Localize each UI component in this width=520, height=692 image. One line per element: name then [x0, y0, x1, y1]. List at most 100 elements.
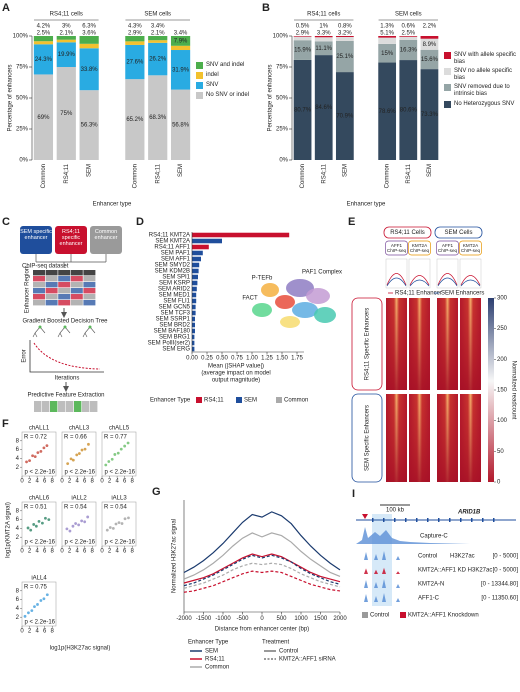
- grid-cell: [45, 282, 58, 288]
- exon: [482, 518, 484, 522]
- header-box: [383, 226, 432, 239]
- bar-segment: [56, 36, 76, 40]
- value-label: 6.3%: [82, 24, 96, 30]
- grid-cell: [33, 294, 45, 300]
- feature-cell: [42, 401, 50, 412]
- x-tick-label: 2: [28, 549, 32, 555]
- legend-swatch: [276, 397, 282, 403]
- row-label-box: [351, 393, 383, 483]
- header-label: RS4;11 Cells: [390, 230, 425, 236]
- x-tick-label: 0: [20, 629, 24, 635]
- exon: [460, 518, 462, 522]
- heatmap-shade: [460, 298, 481, 390]
- point: [116, 451, 120, 455]
- legend-item: SNV removed due to intrinsic bias: [444, 84, 520, 97]
- line-series: [183, 570, 341, 593]
- r-label: R = 0.54: [64, 505, 88, 511]
- point: [47, 518, 51, 521]
- point: [86, 515, 90, 519]
- y-tick-label: RS4;11 AFF1: [154, 245, 190, 251]
- grid-cell: [33, 276, 45, 282]
- grid-cell: [83, 270, 96, 276]
- subplot-title: chALL3: [69, 426, 90, 432]
- error-axes: [29, 340, 104, 373]
- value-label: 2.9%: [296, 31, 310, 37]
- y-tick-label: 4: [16, 526, 20, 532]
- legend-label: SNV and indel: [206, 62, 245, 68]
- point: [45, 593, 49, 597]
- point: [117, 521, 121, 525]
- exon: [438, 518, 440, 522]
- bar-segment: [125, 41, 145, 45]
- value-label: 70.9%: [336, 114, 354, 120]
- x-tick-label: 1.25: [261, 356, 273, 362]
- x-tick-label: 8: [51, 629, 55, 635]
- point: [120, 522, 124, 525]
- y-tick-label: 50%: [276, 96, 289, 102]
- x-tick-label: SEM: [87, 164, 93, 177]
- point: [23, 614, 27, 618]
- x-tick-label: Common: [132, 164, 138, 188]
- subplot-title: chALL6: [29, 496, 50, 502]
- bar-segment: [148, 36, 168, 41]
- profile-curve: [386, 273, 407, 286]
- subheader-label: AFF1 ChIP-seq: [437, 242, 458, 253]
- grid-cell: [70, 288, 83, 294]
- point: [26, 526, 30, 530]
- y-tick-label: 2: [16, 465, 20, 471]
- line-series: [183, 554, 341, 587]
- value-label: 3.3%: [317, 31, 331, 37]
- y-tick-label: SEM FLI1: [163, 299, 190, 305]
- capture-track: [356, 527, 516, 544]
- bar-segment: [170, 50, 191, 90]
- grid-cell: [83, 294, 96, 300]
- colorbar-tick-label: 200: [497, 357, 508, 363]
- bar-segment: [293, 36, 312, 41]
- exon: [471, 518, 473, 522]
- value-label: 3.4%: [174, 31, 188, 37]
- bar: [192, 298, 197, 304]
- y-tick-label: SEM BAF180: [154, 329, 191, 335]
- heatmap-shade: [386, 298, 407, 390]
- track-label: Control: [418, 554, 437, 560]
- track-range: [0 - 5000]: [493, 568, 519, 574]
- box-common: [90, 226, 122, 254]
- bar-segment: [56, 39, 76, 43]
- bar-segment: [420, 38, 439, 50]
- y-tick-label: SEM ARID2: [158, 287, 191, 293]
- dataset-label: ChIP-seq dataset: [22, 264, 69, 270]
- bar-segment: [148, 75, 168, 160]
- bar-segment: [79, 90, 99, 160]
- panel-letter: C: [2, 216, 10, 228]
- complex-label: FACT: [242, 296, 258, 302]
- point: [114, 522, 118, 526]
- point: [66, 462, 70, 466]
- p-label: p < 2.2e-16: [24, 620, 55, 626]
- bar-segment: [56, 67, 76, 160]
- x-tick-label: 8: [51, 479, 55, 485]
- grid-cell: [58, 282, 71, 288]
- value-label: 33.8%: [81, 67, 99, 73]
- panel-letter: F: [2, 418, 9, 430]
- bar-segment: [125, 36, 145, 42]
- grid-cell: [70, 282, 83, 288]
- y-tick-label: 2: [16, 535, 20, 541]
- bar: [192, 292, 197, 298]
- bar: [192, 250, 203, 256]
- value-label: 69%: [37, 115, 50, 121]
- value-label: 2.1%: [59, 31, 73, 37]
- extraction-label: Predictive Feature Extraction: [27, 393, 104, 399]
- group-label: SEM cells: [395, 12, 422, 18]
- y-tick-label: 25%: [16, 127, 29, 133]
- connector: [35, 254, 107, 268]
- y-tick-label: SEM BRD2: [159, 323, 190, 329]
- x-tick-label: 6: [83, 479, 87, 485]
- signal-track: [356, 579, 414, 588]
- point: [27, 611, 30, 615]
- x-tick-label: 0: [60, 549, 64, 555]
- point: [110, 457, 114, 461]
- bar-segment: [420, 49, 439, 70]
- x-tick-label: 2: [28, 479, 32, 485]
- y-tick-label: 75%: [276, 65, 289, 71]
- x-tick-label: 6: [43, 479, 47, 485]
